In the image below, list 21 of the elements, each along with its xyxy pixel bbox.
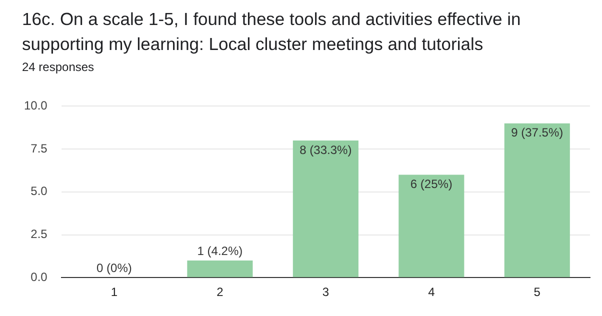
x-tick-label: 3 <box>322 285 330 300</box>
x-tick-label: 5 <box>534 285 541 300</box>
data-label: 0 (0%) <box>96 260 132 275</box>
chart-subtitle: 24 responses <box>22 60 94 74</box>
y-tick-label: 10.0 <box>24 98 48 113</box>
y-tick-label: 0.0 <box>30 270 48 284</box>
bar <box>187 260 253 278</box>
data-label: 6 (25%) <box>410 177 452 192</box>
x-tick-label: 1 <box>110 285 118 300</box>
y-tick-label: 5.0 <box>30 184 48 198</box>
bar <box>398 174 464 278</box>
data-label: 8 (33.3%) <box>300 142 352 157</box>
chart-title: 16c. On a scale 1-5, I found these tools and activities effective in supporting my learning: Local cluster meetings and tutorials <box>22 8 522 56</box>
bar <box>504 123 570 278</box>
x-tick-label: 4 <box>428 285 436 300</box>
y-tick-label: 2.5 <box>30 227 48 242</box>
data-label: 1 (4.2%) <box>197 244 243 258</box>
data-label: 9 (37.5%) <box>511 126 564 140</box>
y-tick-label: 7.5 <box>30 141 48 156</box>
bar <box>292 140 358 278</box>
x-tick-label: 2 <box>216 285 224 300</box>
